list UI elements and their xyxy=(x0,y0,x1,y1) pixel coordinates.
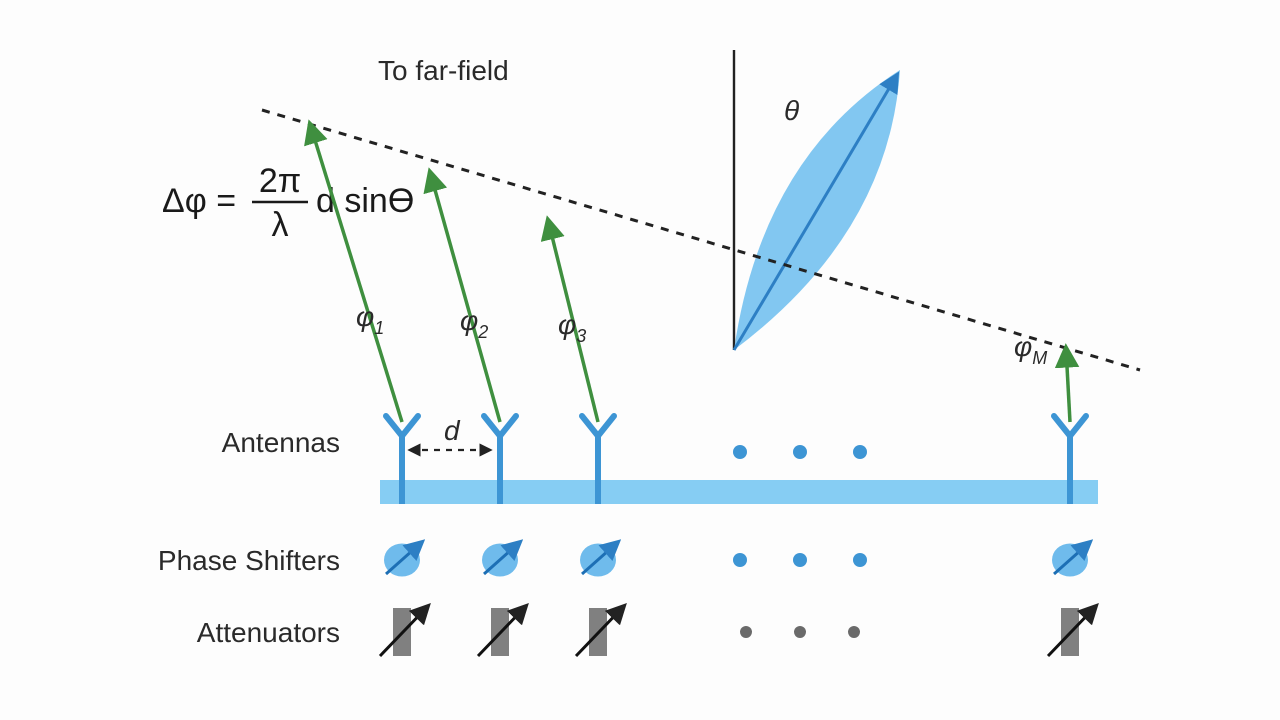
ellipsis-dot xyxy=(853,445,867,459)
to-far-field-label: To far-field xyxy=(378,55,509,86)
svg-text:2π: 2π xyxy=(259,162,301,200)
ellipsis-dot xyxy=(793,553,807,567)
ellipsis-dot xyxy=(733,553,747,567)
phase-shifter-icon xyxy=(1052,542,1090,577)
phase-arrow-2 xyxy=(430,172,500,422)
phi-label-1: φ1 xyxy=(356,301,384,338)
ellipsis-dot xyxy=(793,445,807,459)
svg-text:Δφ =: Δφ = xyxy=(162,182,236,220)
attenuator-icon xyxy=(380,606,428,656)
attenuators-label: Attenuators xyxy=(197,617,340,648)
phi-label-2: φ2 xyxy=(460,305,488,342)
array-ground-bar xyxy=(380,480,1098,504)
attenuator-icon xyxy=(1048,606,1096,656)
phase-arrows xyxy=(310,124,1070,422)
phi-label-M: φM xyxy=(1014,331,1047,368)
attenuator-ellipsis xyxy=(740,626,860,638)
spacing-d-label: d xyxy=(444,415,461,446)
phase-arrow-4 xyxy=(1066,348,1070,422)
antennas-label: Antennas xyxy=(222,427,340,458)
ellipsis-dot xyxy=(848,626,860,638)
attenuator-icon xyxy=(478,606,526,656)
phase-shifter-icon xyxy=(384,542,422,577)
ellipsis-dot xyxy=(740,626,752,638)
attenuator-icon xyxy=(576,606,624,656)
phase-shifter-icon xyxy=(580,542,618,577)
phased-array-diagram: θ To far-field Δφ = 2π λ d sinϴ φ1 φ2 φ3 φM… xyxy=(0,0,1280,720)
ellipsis-dot xyxy=(794,626,806,638)
antenna-ellipsis xyxy=(733,445,867,459)
svg-text:λ: λ xyxy=(272,206,289,244)
attenuators-group xyxy=(380,606,1096,656)
wavefront-line xyxy=(262,110,1140,370)
theta-label: θ xyxy=(784,95,799,126)
phi-label-3: φ3 xyxy=(558,309,586,346)
ellipsis-dot xyxy=(853,553,867,567)
phase-equation: Δφ = 2π λ d sinϴ xyxy=(162,162,414,244)
phase-arrow-1 xyxy=(310,124,402,422)
beam-axis-arrow xyxy=(734,75,897,350)
phase-shifters-label: Phase Shifters xyxy=(158,545,340,576)
phase-shifter-icon xyxy=(482,542,520,577)
ellipsis-dot xyxy=(733,445,747,459)
phase-shifter-ellipsis xyxy=(733,553,867,567)
